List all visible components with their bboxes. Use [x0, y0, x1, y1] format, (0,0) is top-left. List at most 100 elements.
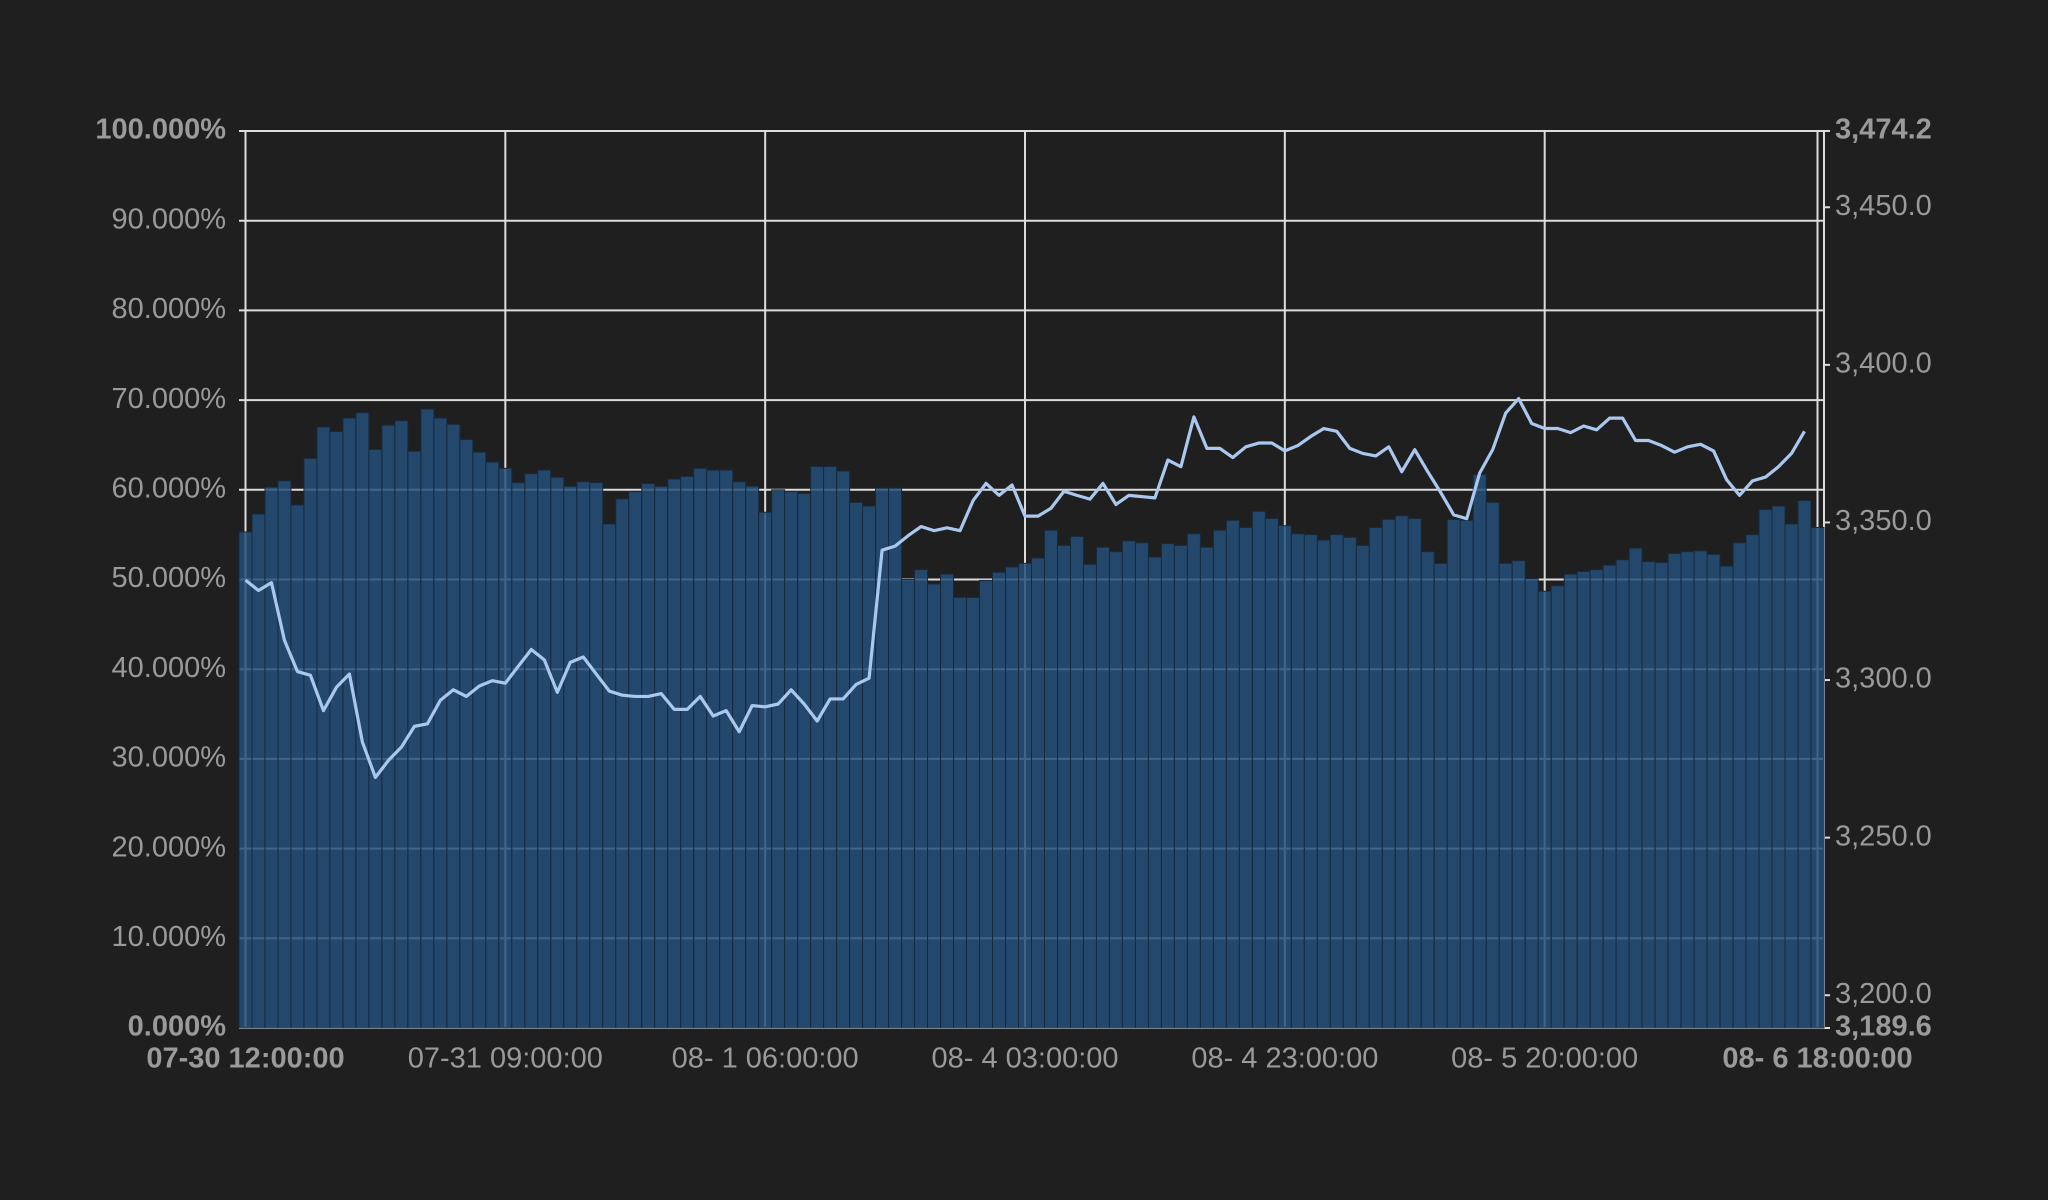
bar	[290, 504, 305, 1029]
bar	[342, 417, 357, 1029]
y2-tick-label: 3,200.0	[1835, 978, 1932, 1010]
bar	[927, 583, 942, 1029]
bar	[1498, 562, 1513, 1029]
bar	[1628, 547, 1643, 1029]
bar	[888, 487, 903, 1029]
y-tick-label: 80.000%	[112, 293, 227, 325]
x-tick-label: 08- 4 03:00:00	[931, 1043, 1118, 1075]
bar	[1173, 544, 1188, 1029]
bar	[1537, 590, 1552, 1029]
bar	[1005, 566, 1020, 1029]
bar	[1043, 529, 1058, 1029]
bar	[628, 491, 643, 1029]
bar	[1615, 559, 1630, 1029]
bar	[368, 448, 383, 1029]
bar	[784, 491, 799, 1029]
bar	[1576, 570, 1591, 1029]
y2-tick-label: 3,474.2	[1835, 114, 1932, 146]
bar	[1251, 510, 1266, 1029]
bar	[329, 430, 344, 1029]
bar	[459, 439, 474, 1029]
bar	[992, 571, 1007, 1029]
y2-tick-label: 3,350.0	[1835, 505, 1932, 537]
bar	[1589, 569, 1604, 1029]
bar	[706, 469, 721, 1029]
bar	[1758, 509, 1773, 1029]
y2-tick-label: 3,400.0	[1835, 348, 1932, 380]
bar	[849, 501, 864, 1029]
bar	[550, 476, 565, 1029]
bar	[524, 473, 539, 1029]
bar	[1238, 526, 1253, 1029]
bar	[1732, 542, 1747, 1029]
bar	[1316, 539, 1331, 1029]
y-tick-label: 20.000%	[112, 831, 227, 863]
y-tick-label: 60.000%	[112, 472, 227, 504]
bar	[1277, 525, 1292, 1029]
bar	[381, 424, 396, 1029]
bar	[1420, 551, 1435, 1029]
bar	[1134, 542, 1149, 1029]
bar	[979, 579, 994, 1029]
y-tick-label: 10.000%	[112, 921, 227, 953]
bar	[641, 483, 656, 1029]
bar	[719, 469, 734, 1029]
bar	[940, 573, 955, 1029]
bar	[1095, 546, 1110, 1029]
bar	[1056, 544, 1071, 1029]
bar	[1160, 543, 1175, 1029]
bar	[1355, 544, 1370, 1029]
bar	[1524, 578, 1539, 1029]
x-tick-label: 08- 6 18:00:00	[1722, 1043, 1912, 1075]
y2-tick-label: 3,300.0	[1835, 663, 1932, 695]
y2-tick-label: 3,450.0	[1835, 190, 1932, 222]
bar	[823, 465, 838, 1029]
bar	[1368, 526, 1383, 1029]
bar	[1264, 518, 1279, 1029]
y-tick-label: 30.000%	[112, 742, 227, 774]
bar	[1654, 561, 1669, 1029]
bar	[1667, 552, 1682, 1029]
bar	[732, 481, 747, 1029]
bar	[797, 492, 812, 1029]
bar	[1693, 550, 1708, 1029]
bar	[1303, 534, 1318, 1029]
bar	[1797, 500, 1812, 1029]
bar	[875, 487, 890, 1029]
bar	[1784, 523, 1799, 1029]
bar	[1381, 518, 1396, 1029]
x-tick-label: 08- 5 20:00:00	[1451, 1043, 1638, 1075]
bar	[264, 486, 279, 1029]
bar	[771, 489, 786, 1029]
bar	[407, 450, 422, 1029]
y2-tick-label: 3,189.6	[1835, 1011, 1932, 1043]
bar	[485, 461, 500, 1029]
bar	[810, 465, 825, 1029]
bar	[277, 480, 292, 1029]
bar	[1147, 556, 1162, 1029]
bar	[472, 451, 487, 1029]
bar	[602, 523, 617, 1029]
bar	[1810, 526, 1825, 1029]
bar	[1563, 573, 1578, 1029]
bar	[1329, 534, 1344, 1029]
bar	[758, 511, 773, 1029]
bar	[1446, 518, 1461, 1029]
line	[244, 396, 1806, 780]
x-tick-label: 07-31 09:00:00	[408, 1043, 603, 1075]
bar	[1433, 562, 1448, 1029]
bar	[1485, 501, 1500, 1029]
bar	[1472, 474, 1487, 1029]
bar	[667, 478, 682, 1029]
bar	[1031, 557, 1045, 1029]
bar	[1212, 529, 1227, 1029]
bar	[1407, 518, 1422, 1029]
bar	[914, 569, 929, 1029]
bar	[316, 426, 331, 1029]
bar	[589, 482, 604, 1029]
bar	[1121, 540, 1136, 1029]
bar	[1771, 505, 1786, 1029]
bar	[1706, 553, 1721, 1029]
bar	[1511, 560, 1526, 1029]
